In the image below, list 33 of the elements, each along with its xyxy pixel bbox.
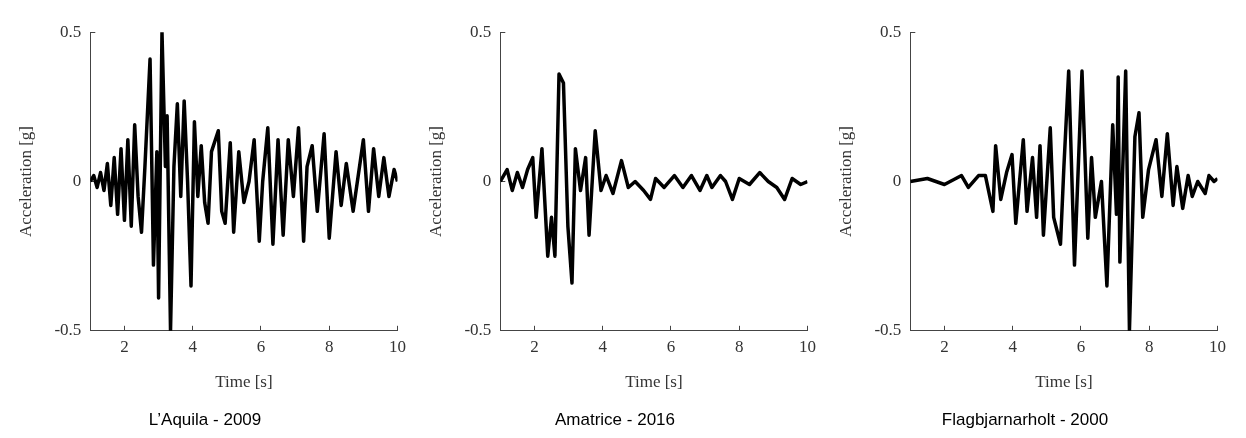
y-tick-label: 0	[892, 170, 902, 190]
x-axis-title: Time [s]	[215, 371, 273, 391]
text: L’Aquila - 2009	[148, 410, 262, 430]
y-tick-label: -0.5	[874, 320, 902, 340]
text: Amatrice - 2016	[555, 410, 675, 430]
x-tick-label: 10	[799, 337, 816, 357]
x-tick-label: 6	[666, 337, 676, 357]
y-tick-label: 0	[72, 170, 82, 190]
x-tick-label: 2	[940, 337, 949, 357]
text: Flagbjarnarholt - 2000	[941, 410, 1109, 430]
x-axis-title: Time [s]	[625, 371, 683, 391]
x-tick-label: 10	[389, 337, 406, 357]
y-tick-label: 0.5	[60, 21, 82, 41]
y-tick-label: 0.5	[880, 21, 902, 41]
y-tick-label: -0.5	[54, 320, 82, 340]
x-tick-label: 4	[188, 337, 198, 357]
x-tick-label: 4	[1008, 337, 1018, 357]
x-axis-title: Time [s]	[1035, 371, 1093, 391]
x-tick-label: 6	[1076, 337, 1086, 357]
x-tick-label: 8	[324, 337, 334, 357]
y-tick-label: 0.5	[470, 21, 492, 41]
x-tick-label: 2	[530, 337, 539, 357]
y-tick-label: -0.5	[464, 320, 492, 340]
x-tick-label: 8	[734, 337, 744, 357]
x-tick-label: 8	[1144, 337, 1154, 357]
x-tick-label: 4	[598, 337, 608, 357]
y-axis-title: Acceleration [g]	[835, 126, 855, 237]
x-tick-label: 6	[256, 337, 266, 357]
y-axis-title: Acceleration [g]	[425, 126, 445, 237]
x-tick-label: 2	[120, 337, 129, 357]
x-tick-label: 10	[1209, 337, 1226, 357]
y-axis-title: Acceleration [g]	[15, 126, 35, 237]
y-tick-label: 0	[482, 170, 492, 190]
